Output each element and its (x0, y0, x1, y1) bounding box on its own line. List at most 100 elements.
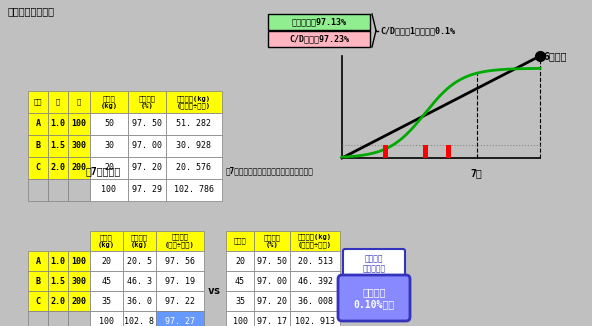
Bar (90, 179, 128, 201)
Text: 2.0: 2.0 (50, 164, 66, 172)
Text: C: C (36, 297, 40, 305)
Bar (128, 91, 166, 113)
Text: 厚: 厚 (56, 99, 60, 105)
Text: 100: 100 (72, 257, 86, 265)
FancyBboxPatch shape (338, 275, 410, 321)
Bar (48, 271, 68, 291)
Bar (48, 179, 68, 201)
Text: 97. 50: 97. 50 (132, 120, 162, 128)
Text: 97. 19: 97. 19 (165, 276, 195, 286)
Bar (423, 145, 427, 158)
Bar (90, 113, 128, 135)
Bar (128, 179, 166, 201)
Bar (28, 271, 48, 291)
Bar (166, 157, 222, 179)
Bar (28, 135, 48, 157)
Text: 97. 20: 97. 20 (132, 164, 162, 172)
Text: 生産量
(kg): 生産量 (kg) (98, 234, 115, 248)
Bar (90, 271, 123, 291)
Bar (156, 271, 204, 291)
Bar (123, 291, 156, 311)
Bar (28, 251, 48, 271)
Text: 20. 513: 20. 513 (298, 257, 333, 265)
Bar (90, 231, 123, 251)
Bar (254, 231, 290, 251)
Bar (128, 135, 166, 157)
Text: 300: 300 (72, 141, 86, 151)
Bar (123, 271, 156, 291)
Text: 歩留が、
0.10%向上: 歩留が、 0.10%向上 (353, 287, 394, 309)
Text: 1.0: 1.0 (50, 120, 66, 128)
Bar (383, 145, 388, 158)
Text: 97. 00: 97. 00 (257, 276, 287, 286)
Bar (68, 271, 90, 291)
Bar (290, 291, 340, 311)
Bar (123, 231, 156, 251)
Text: A: A (36, 257, 40, 265)
Bar (128, 113, 166, 135)
Text: 投入数量
(kg): 投入数量 (kg) (131, 234, 148, 248)
Text: 標準歩留
(%): 標準歩留 (%) (263, 234, 281, 248)
Text: 36. 0: 36. 0 (127, 297, 152, 305)
Bar (90, 291, 123, 311)
Text: 102. 913: 102. 913 (295, 317, 335, 325)
Bar (90, 157, 128, 179)
Text: 97. 56: 97. 56 (165, 257, 195, 265)
Text: B: B (36, 276, 40, 286)
Bar (268, 31, 370, 47)
Bar (268, 14, 370, 30)
Bar (48, 291, 68, 311)
Text: 30: 30 (104, 141, 114, 151)
Text: 50: 50 (104, 120, 114, 128)
Text: C: C (36, 164, 40, 172)
Bar (68, 113, 90, 135)
Bar (166, 179, 222, 201)
Text: 30. 928: 30. 928 (176, 141, 211, 151)
Bar (68, 157, 90, 179)
Bar (254, 251, 290, 271)
Text: 35: 35 (235, 297, 245, 305)
Text: 基準額の
計上が必要: 基準額の 計上が必要 (362, 254, 385, 274)
Text: 200: 200 (72, 164, 86, 172)
Text: 46. 3: 46. 3 (127, 276, 152, 286)
Bar (156, 251, 204, 271)
Bar (226, 251, 254, 271)
Bar (156, 311, 204, 326)
Text: 実績歩留
(生産÷投入): 実績歩留 (生産÷投入) (165, 234, 195, 248)
Bar (90, 91, 128, 113)
Bar (48, 157, 68, 179)
Bar (156, 231, 204, 251)
Text: 51. 282: 51. 282 (176, 120, 211, 128)
Text: C/D目標：97.23%: C/D目標：97.23% (289, 35, 349, 43)
Bar (68, 179, 90, 201)
Text: 1.0: 1.0 (50, 257, 66, 265)
Bar (166, 113, 222, 135)
Text: 品種: 品種 (34, 99, 42, 105)
Text: 100: 100 (233, 317, 247, 325)
Bar (254, 311, 290, 326)
Bar (28, 113, 48, 135)
Text: 46. 392: 46. 392 (298, 276, 333, 286)
Text: 102. 8: 102. 8 (124, 317, 155, 325)
Text: 35: 35 (101, 297, 111, 305)
Bar (290, 311, 340, 326)
Bar (28, 291, 48, 311)
Text: 生産量: 生産量 (234, 238, 246, 244)
Text: B: B (36, 141, 40, 151)
Text: 97. 22: 97. 22 (165, 297, 195, 305)
Text: 200: 200 (72, 297, 86, 305)
Bar (90, 135, 128, 157)
Text: 97. 50: 97. 50 (257, 257, 287, 265)
Text: 36. 008: 36. 008 (298, 297, 333, 305)
Text: 20: 20 (235, 257, 245, 265)
Bar (254, 291, 290, 311)
Bar (68, 291, 90, 311)
Bar (226, 271, 254, 291)
Text: 20. 576: 20. 576 (176, 164, 211, 172)
Bar (226, 291, 254, 311)
Bar (290, 271, 340, 291)
Bar (123, 251, 156, 271)
Text: 標準歩留
(%): 標準歩留 (%) (139, 95, 156, 109)
Text: 2.0: 2.0 (50, 297, 66, 305)
Text: 100: 100 (72, 120, 86, 128)
